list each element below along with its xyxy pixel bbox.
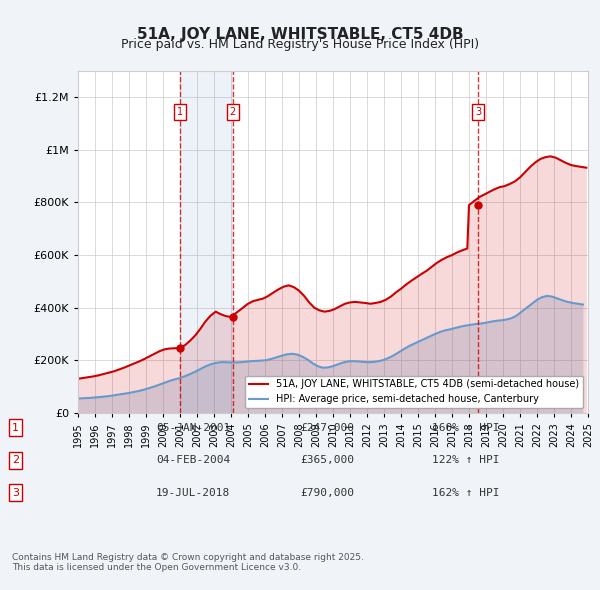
Text: 04-FEB-2004: 04-FEB-2004 <box>156 455 230 465</box>
Text: 1: 1 <box>12 423 19 432</box>
Text: 19-JUL-2018: 19-JUL-2018 <box>156 488 230 497</box>
Text: £790,000: £790,000 <box>300 488 354 497</box>
Text: £365,000: £365,000 <box>300 455 354 465</box>
Text: Price paid vs. HM Land Registry's House Price Index (HPI): Price paid vs. HM Land Registry's House … <box>121 38 479 51</box>
Text: 2: 2 <box>12 455 19 465</box>
Text: 3: 3 <box>475 107 481 117</box>
Text: £247,000: £247,000 <box>300 423 354 432</box>
Text: 160% ↑ HPI: 160% ↑ HPI <box>432 423 499 432</box>
Text: Contains HM Land Registry data © Crown copyright and database right 2025.
This d: Contains HM Land Registry data © Crown c… <box>12 553 364 572</box>
Text: 51A, JOY LANE, WHITSTABLE, CT5 4DB: 51A, JOY LANE, WHITSTABLE, CT5 4DB <box>137 27 463 41</box>
Legend: 51A, JOY LANE, WHITSTABLE, CT5 4DB (semi-detached house), HPI: Average price, se: 51A, JOY LANE, WHITSTABLE, CT5 4DB (semi… <box>245 375 583 408</box>
Text: 122% ↑ HPI: 122% ↑ HPI <box>432 455 499 465</box>
Text: 2: 2 <box>230 107 236 117</box>
Text: 05-JAN-2001: 05-JAN-2001 <box>156 423 230 432</box>
Bar <box>180 71 233 413</box>
Text: 1: 1 <box>177 107 183 117</box>
Text: 3: 3 <box>12 488 19 497</box>
Text: 162% ↑ HPI: 162% ↑ HPI <box>432 488 499 497</box>
